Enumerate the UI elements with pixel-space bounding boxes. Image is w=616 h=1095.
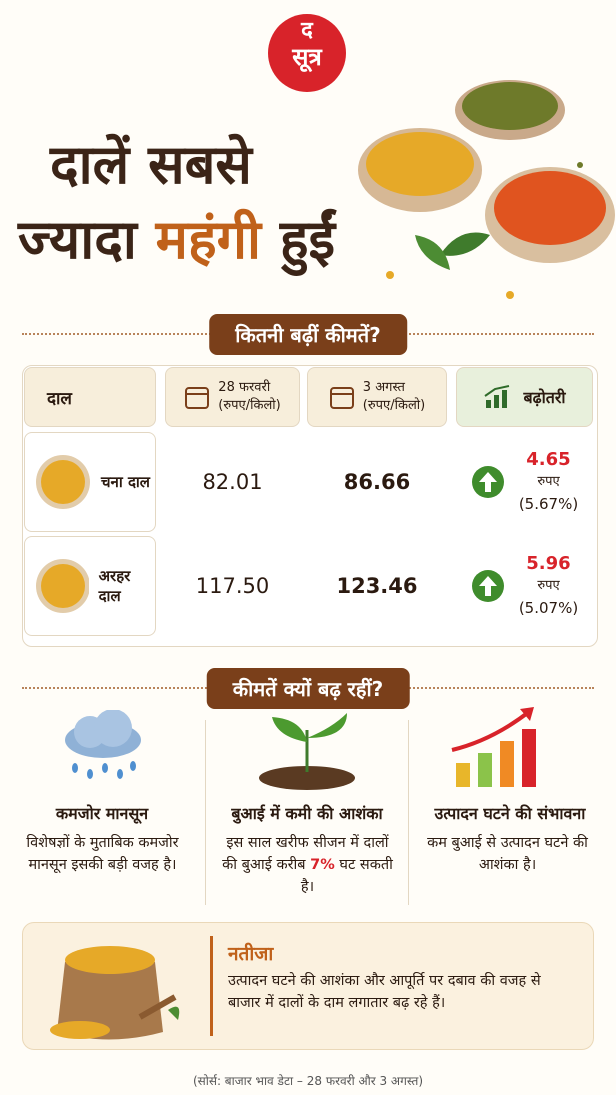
up-arrow-icon xyxy=(471,466,504,498)
growth-icon xyxy=(484,385,510,408)
calendar-icon xyxy=(329,387,354,409)
header-label: 3 अगस्त xyxy=(362,380,405,395)
dal-cell: अरहर दाल xyxy=(24,536,156,636)
title-word: हुईं xyxy=(279,208,336,271)
header-text: 28 फरवरी (रुपए/किलो) xyxy=(218,379,280,415)
reason-text: विशेषज्ञों के मुताबिक कमजोर मानसून इसकी … xyxy=(26,835,179,873)
increase-text: 4.65 रुपए (5.67%) xyxy=(519,449,578,515)
increase-unit: रुपए xyxy=(537,474,560,489)
dal-cell: चना दाल xyxy=(24,432,156,532)
dal-bowl xyxy=(36,455,90,509)
calendar-icon xyxy=(185,387,210,409)
header-text: 3 अगस्त (रुपए/किलो) xyxy=(363,379,425,415)
separator xyxy=(205,720,206,905)
conclusion-title: नतीजा xyxy=(228,943,274,965)
reason-title: कमजोर मानसून xyxy=(55,804,149,823)
title-line: ज्यादा महंगी हुईं xyxy=(18,200,335,274)
header-unit: (रुपए/किलो) xyxy=(218,398,281,413)
reason-text: कम बुआई से उत्पादन घटने की आशंका है। xyxy=(427,835,588,873)
increase-percent: (5.67%) xyxy=(518,495,579,513)
separator xyxy=(408,720,409,905)
column-header: दाल xyxy=(24,367,156,427)
feb-price: 117.50 xyxy=(195,574,270,598)
feb-price: 82.01 xyxy=(202,470,263,494)
reason-highlight: 7% xyxy=(310,857,335,873)
rising-bars-icon xyxy=(451,707,536,787)
logo-top: द xyxy=(301,18,313,43)
dal-name: अरहर दाल xyxy=(98,567,131,605)
up-arrow-icon xyxy=(471,570,504,602)
reason-title: बुआई में कमी की आशंका xyxy=(231,804,383,823)
dal-bowl xyxy=(36,559,89,613)
sack-icon xyxy=(50,946,180,1040)
increase-cell: 5.96 रुपए (5.07%) xyxy=(456,536,593,636)
increase-text: 5.96 रुपए (5.07%) xyxy=(519,553,578,619)
column-header: 3 अगस्त (रुपए/किलो) xyxy=(307,367,447,427)
reason-text-part: घट सकती है। xyxy=(300,857,393,895)
aug-price: 123.46 xyxy=(336,574,418,598)
logo-bottom: सूत्र xyxy=(292,43,322,71)
aug-price: 86.66 xyxy=(343,470,411,494)
dal-name: चना दाल xyxy=(101,473,150,491)
header-label: बढ़ोतरी xyxy=(523,388,566,407)
title-highlight: महंगी xyxy=(155,208,262,271)
increase-unit: रुपए xyxy=(537,578,560,593)
header-label: 28 फरवरी xyxy=(218,380,271,395)
logo-badge xyxy=(268,14,346,92)
plant-icon xyxy=(259,713,355,790)
header-unit: (रुपए/किलो) xyxy=(362,398,426,413)
section-heading: कितनी बढ़ीं कीमतें? xyxy=(209,314,407,355)
rain-cloud-icon xyxy=(65,710,141,779)
source: (सोर्स: बाजार भाव डेटा – 28 फरवरी और 3 अ… xyxy=(192,1074,424,1088)
increase-cell: 4.65 रुपए (5.67%) xyxy=(456,432,593,532)
increase-value: 5.96 xyxy=(526,553,571,574)
column-header: बढ़ोतरी xyxy=(456,367,593,427)
reason-text-part: इस साल खरीफ सीजन में दालों की बुआई करीब xyxy=(222,835,389,873)
reason-text: इस साल खरीफ सीजन में दालों की बुआई करीब … xyxy=(220,832,395,898)
column-header: 28 फरवरी (रुपए/किलो) xyxy=(165,367,300,427)
section-heading: कीमतें क्यों बढ़ रहीं? xyxy=(206,668,410,709)
reason-title: उत्पादन घटने की संभावना xyxy=(434,804,586,823)
title-line: दालें सबसे xyxy=(50,133,252,196)
accent-bar xyxy=(210,936,213,1036)
conclusion-text: उत्पादन घटने की आशंका और आपूर्ति पर दबाव… xyxy=(228,973,541,1011)
lentil-bowls xyxy=(358,80,615,299)
increase-value: 4.65 xyxy=(526,449,571,470)
increase-percent: (5.07%) xyxy=(518,599,579,617)
title-word: ज्यादा xyxy=(18,208,137,271)
